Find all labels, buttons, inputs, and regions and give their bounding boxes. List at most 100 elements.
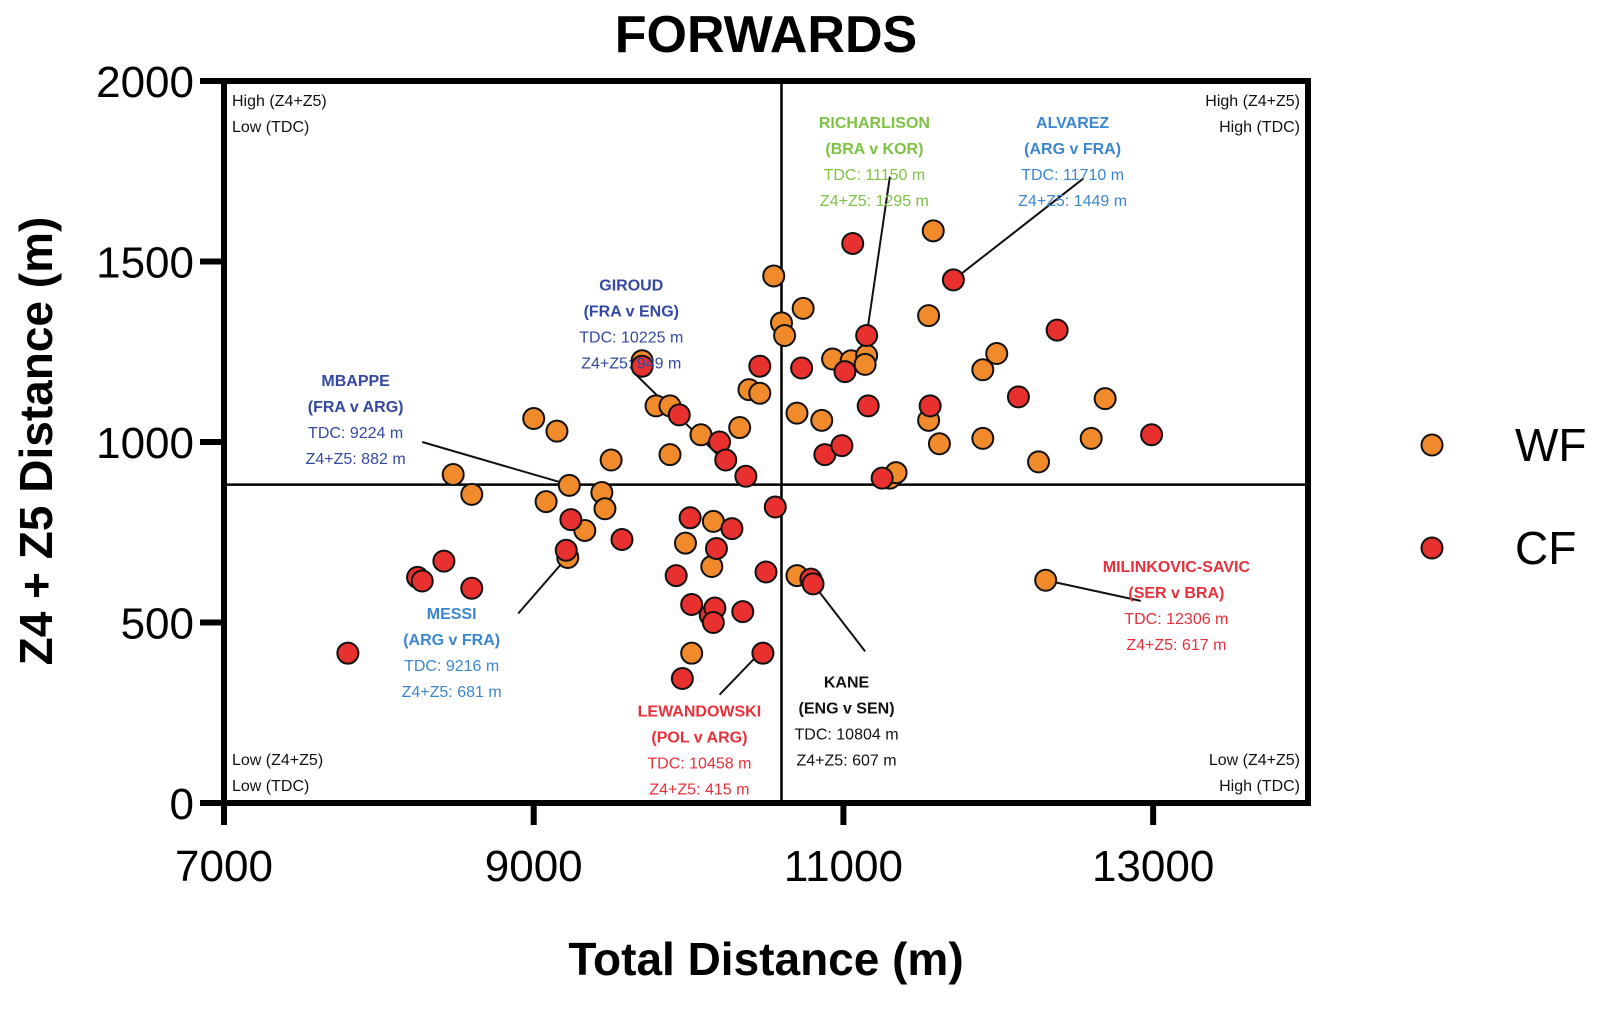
data-point-wf [810, 408, 834, 432]
data-point-cf [801, 572, 825, 596]
annotation-z45-text: Z4+Z5: 949 m [581, 355, 681, 372]
annotation-name-text: LEWANDOWSKI [638, 703, 762, 720]
legend-label: CF [1515, 522, 1576, 574]
annotation-name-text: KANE [824, 674, 870, 691]
x-tick-label: 7000 [175, 842, 273, 891]
y-tick-label: 2000 [96, 58, 194, 107]
data-point-cf [855, 324, 879, 348]
y-tick-label: 0 [170, 780, 194, 829]
data-point-cf [1140, 423, 1164, 447]
data-point-wf [728, 416, 752, 440]
annotation-richarlison: RICHARLISON (BRA v KOR) TDC: 11150 m Z4+Z5:… [819, 115, 930, 210]
data-point-cf [664, 564, 688, 588]
data-point-cf [678, 506, 702, 530]
data-point-wf [971, 426, 995, 450]
legend-label: WF [1515, 419, 1587, 471]
quadrant-label-bottom-right: Low (Z4+Z5) [1209, 752, 1300, 769]
annotation-name-text: MILINKOVIC-SAVIC [1103, 559, 1251, 576]
annotation-leader-lines [421, 176, 1141, 696]
x-tick-label: 11000 [784, 842, 903, 891]
data-point-cf [410, 569, 434, 593]
annotation-tdc-text: TDC: 9216 m [404, 658, 499, 675]
data-point-cf [734, 464, 758, 488]
data-point-cf [704, 536, 728, 560]
annotation-kane: KANE (ENG v SEN) TDC: 10804 m Z4+Z5: 607 m [795, 674, 899, 769]
annotation-name-text: RICHARLISON [819, 115, 930, 132]
quadrant-label-top-right: High (Z4+Z5) [1205, 93, 1300, 110]
annotation-match-text: (ENG v SEN) [799, 700, 895, 717]
leader-line-lewandowski [718, 652, 761, 696]
data-point-cf [830, 434, 854, 458]
x-axis-label: Total Distance (m) [568, 933, 963, 985]
y-axis-ticks: 0 500 1000 1500 2000 [96, 58, 224, 829]
annotation-alvarez: ALVAREZ (ARG v FRA) TDC: 11710 m Z4+Z5: 144… [1018, 115, 1127, 210]
quadrant-label-top-left: High (Z4+Z5) [232, 93, 327, 110]
data-point-wf [985, 342, 1009, 366]
data-point-cf [941, 268, 965, 292]
data-point-cf [833, 360, 857, 384]
y-tick-label: 1000 [96, 419, 194, 468]
x-tick-label: 9000 [485, 842, 583, 891]
data-point-wf [1079, 426, 1103, 450]
data-point-cf [763, 495, 787, 519]
data-point-wf [1027, 450, 1051, 474]
leader-line-kane [812, 583, 866, 652]
annotation-z45-text: Z4+Z5: 415 m [649, 781, 749, 798]
data-point-cf [680, 592, 704, 616]
annotation-milinkovic-savic: MILINKOVIC-SAVIC (SER v BRA) TDC: 12306 m Z… [1103, 559, 1251, 654]
data-point-wf [545, 419, 569, 443]
annotation-name-text: MBAPPE [321, 373, 390, 390]
data-point-cf [918, 394, 942, 418]
data-point-wf [534, 490, 558, 514]
leader-line-mbappe [421, 441, 569, 486]
leader-line-milinkovic-savic [1045, 579, 1141, 602]
data-point-cf [667, 403, 691, 427]
legend-marker [1420, 536, 1444, 560]
leader-line-richarlison [865, 176, 891, 336]
x-tick-label: 13000 [1092, 842, 1214, 891]
annotation-mbappe: MBAPPE (FRA v ARG) TDC: 9224 m Z4+Z5: 882 m [306, 373, 406, 468]
data-point-wf [762, 264, 786, 288]
data-point-cf [754, 560, 778, 584]
data-point-cf [670, 666, 694, 690]
data-point-cf [1045, 318, 1069, 342]
data-point-wf [522, 407, 546, 431]
annotation-match-text: (ARG v FRA) [403, 632, 500, 649]
annotation-tdc-text: TDC: 10225 m [579, 329, 683, 346]
data-point-cf [610, 527, 634, 551]
leader-line-alvarez [952, 177, 1085, 281]
quadrant-label-top-left: Low (TDC) [232, 119, 309, 136]
data-point-cf [841, 231, 865, 255]
annotation-match-text: (FRA v ARG) [308, 399, 404, 416]
annotation-match-text: (POL v ARG) [651, 729, 747, 746]
annotation-tdc-text: TDC: 10458 m [647, 755, 751, 772]
player-annotations: RICHARLISON (BRA v KOR) TDC: 11150 m Z4+Z5:… [306, 115, 1251, 798]
quadrant-labels: High (Z4+Z5) Low (TDC) High (Z4+Z5) High (T… [232, 93, 1300, 795]
y-tick-label: 500 [121, 600, 194, 649]
data-point-cf [701, 611, 725, 634]
data-point-cf [731, 600, 755, 624]
data-point-wf [593, 497, 617, 521]
annotation-tdc-text: TDC: 9224 m [308, 425, 403, 442]
data-point-cf [630, 354, 654, 378]
annotation-z45-text: Z4+Z5: 607 m [797, 752, 897, 769]
data-point-wf [971, 358, 995, 382]
data-point-wf [791, 296, 815, 320]
annotation-tdc-text: TDC: 10804 m [795, 726, 899, 743]
data-point-cf [856, 394, 880, 418]
annotation-match-text: (BRA v KOR) [825, 141, 923, 158]
data-point-wf [557, 473, 581, 497]
data-point-cf [790, 356, 814, 380]
data-point-wf [785, 401, 809, 425]
annotation-z45-text: Z4+Z5: 882 m [306, 451, 406, 468]
data-point-wf [921, 219, 945, 243]
quadrant-label-bottom-left: Low (Z4+Z5) [232, 752, 323, 769]
series-cf [336, 231, 1164, 690]
data-point-wf [460, 482, 484, 506]
annotation-name-text: GIROUD [599, 277, 663, 294]
y-axis-label: Z4 + Z5 Distance (m) [10, 217, 62, 666]
annotation-z45-text: Z4+Z5: 681 m [402, 684, 502, 701]
y-tick-label: 1500 [96, 239, 194, 288]
data-point-cf [432, 549, 456, 573]
